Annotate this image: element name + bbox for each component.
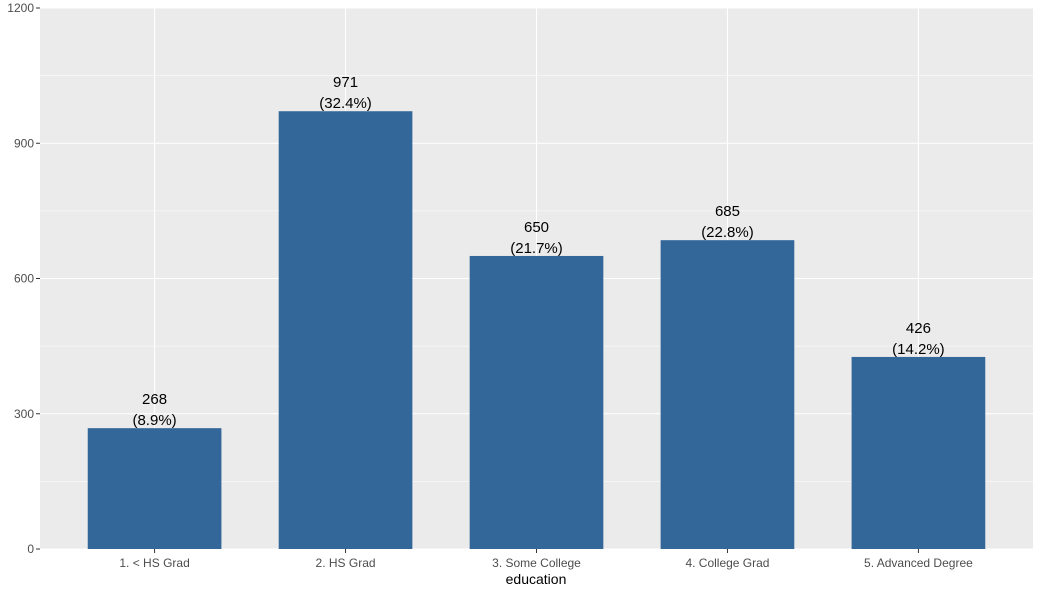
bar xyxy=(87,428,222,549)
data-label-count: 426 xyxy=(906,320,931,337)
x-tick-label: 1. < HS Grad xyxy=(119,556,189,570)
x-tick-label: 5. Advanced Degree xyxy=(864,556,973,570)
data-label-percent: (14.2%) xyxy=(892,341,945,358)
y-tick-label: 300 xyxy=(14,407,34,421)
bar xyxy=(469,255,604,550)
data-label-percent: (21.7%) xyxy=(510,240,563,257)
data-labels: 268 (8.9%) 971 (32.4%) 650 (21.7%) 685 (22.8%) 4… xyxy=(132,74,944,429)
data-label-percent: (8.9%) xyxy=(132,412,176,429)
y-tick-label: 600 xyxy=(14,272,34,286)
bars xyxy=(87,111,986,550)
y-axis: 0 300 600 900 1200 xyxy=(7,1,40,556)
x-tick-label: 3. Some College xyxy=(492,556,581,570)
data-label-count: 971 xyxy=(333,74,358,91)
bar xyxy=(851,356,986,549)
y-tick-label: 0 xyxy=(27,542,34,556)
bar xyxy=(660,240,795,549)
x-tick-label: 2. HS Grad xyxy=(316,556,376,570)
data-label-count: 650 xyxy=(524,219,549,236)
data-label-percent: (22.8%) xyxy=(701,224,754,241)
y-tick-label: 1200 xyxy=(7,1,34,15)
data-label-percent: (32.4%) xyxy=(319,95,372,112)
data-label-count: 685 xyxy=(715,203,740,220)
data-label-count: 268 xyxy=(142,391,167,408)
x-tick-label: 4. College Grad xyxy=(685,556,769,570)
x-axis-title: education xyxy=(506,571,567,587)
y-tick-label: 900 xyxy=(14,136,34,150)
x-axis: 1. < HS Grad 2. HS Grad 3. Some College 4. … xyxy=(119,549,973,570)
bar xyxy=(278,111,413,549)
